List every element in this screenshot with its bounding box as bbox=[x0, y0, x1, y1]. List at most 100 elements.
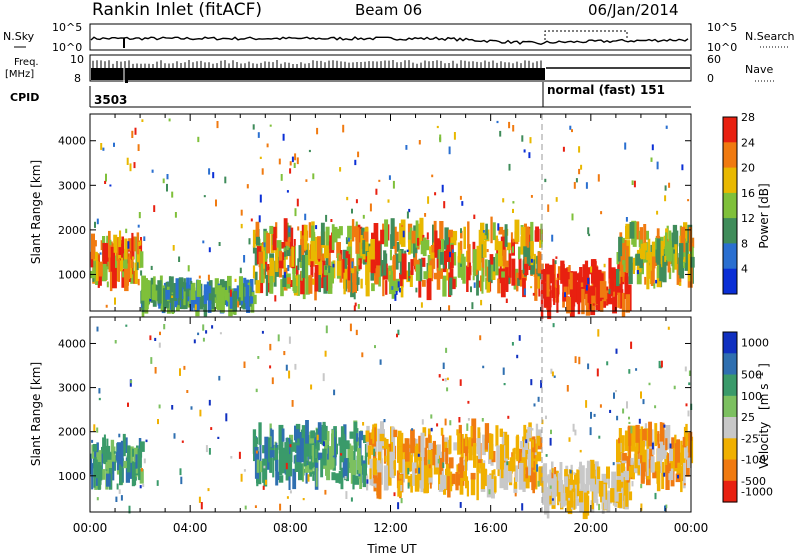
scatter-cell bbox=[651, 442, 654, 450]
scatter-cell bbox=[688, 382, 691, 386]
scatter-cell bbox=[96, 260, 99, 282]
scatter-cell bbox=[392, 180, 395, 189]
scatter-cell bbox=[284, 239, 290, 246]
scatter-cell bbox=[342, 249, 347, 269]
scatter-cell bbox=[385, 267, 391, 280]
scatter-cell bbox=[446, 268, 449, 281]
scatter-cell bbox=[550, 368, 553, 374]
scatter-cell bbox=[275, 445, 279, 471]
scatter-cell bbox=[522, 436, 525, 450]
scatter-cell bbox=[425, 437, 430, 449]
scatter-cell bbox=[386, 447, 390, 472]
scatter-cell bbox=[153, 276, 156, 301]
scatter-cell bbox=[556, 273, 560, 297]
scatter-cell bbox=[388, 175, 391, 180]
scatter-cell bbox=[593, 266, 599, 288]
scatter-cell bbox=[393, 427, 396, 453]
scatter-cell bbox=[393, 492, 396, 497]
scatter-cell bbox=[224, 176, 227, 184]
scatter-cell bbox=[321, 253, 325, 262]
nsearch-tick-top: 10^5 bbox=[707, 21, 737, 34]
scatter-cell bbox=[539, 240, 542, 248]
scatter-cell bbox=[560, 491, 563, 508]
scatter-cell bbox=[497, 223, 500, 231]
scatter-cell bbox=[399, 272, 403, 287]
scatter-cell bbox=[118, 433, 121, 438]
scatter-cell bbox=[430, 252, 435, 259]
freq-tick-bottom: 8 bbox=[74, 72, 81, 85]
colorbar-tick-label: 12 bbox=[741, 212, 755, 225]
scatter-cell bbox=[437, 458, 440, 464]
scatter-cell bbox=[656, 210, 659, 215]
scatter-cell bbox=[402, 459, 407, 473]
scatter-cell bbox=[393, 282, 398, 292]
scatter-cell bbox=[132, 256, 134, 260]
scatter-cell bbox=[480, 463, 485, 490]
scatter-cell bbox=[128, 238, 133, 251]
scatter-cell bbox=[640, 503, 643, 511]
scatter-cell bbox=[502, 198, 505, 203]
scatter-cell bbox=[285, 462, 288, 470]
scatter-cell bbox=[426, 273, 432, 301]
scatter-cell bbox=[136, 262, 139, 271]
scatter-cell bbox=[158, 404, 161, 409]
scatter-cell bbox=[190, 281, 193, 284]
scatter-cell bbox=[98, 388, 101, 394]
y-tick-label: 3000 bbox=[58, 382, 86, 395]
scatter-cell bbox=[575, 498, 580, 506]
scatter-cell bbox=[149, 298, 152, 302]
scatter-cell bbox=[96, 442, 99, 453]
scatter-cell bbox=[611, 267, 616, 278]
scatter-cell bbox=[633, 180, 636, 188]
scatter-cell bbox=[157, 280, 162, 304]
scatter-cell bbox=[616, 464, 621, 477]
scatter-cell bbox=[259, 156, 262, 159]
scatter-cell bbox=[547, 264, 553, 284]
scatter-cell bbox=[114, 297, 116, 305]
scatter-cell bbox=[650, 456, 655, 473]
scatter-cell bbox=[596, 284, 599, 305]
scatter-cell bbox=[349, 431, 354, 439]
scatter-cell bbox=[667, 453, 670, 474]
scatter-cell bbox=[571, 129, 573, 133]
scatter-cell bbox=[648, 421, 652, 447]
scatter-cell bbox=[396, 333, 398, 338]
scatter-cell bbox=[106, 473, 111, 487]
scatter-cell bbox=[265, 275, 269, 296]
scatter-cell bbox=[338, 226, 343, 236]
colorbar-tick-label: 500 bbox=[741, 369, 762, 382]
scatter-cell bbox=[475, 269, 478, 275]
scatter-cell bbox=[279, 447, 283, 475]
scatter-cell bbox=[296, 432, 302, 439]
scatter-cell bbox=[329, 235, 335, 253]
scatter-cell bbox=[105, 173, 107, 182]
scatter-cell bbox=[345, 491, 348, 499]
scatter-cell bbox=[453, 442, 458, 451]
scatter-cell bbox=[558, 480, 564, 503]
scatter-cell bbox=[629, 222, 635, 239]
scatter-cell bbox=[96, 497, 99, 501]
scatter-cell bbox=[593, 413, 596, 417]
scatter-cell bbox=[406, 249, 409, 252]
scatter-cell bbox=[256, 459, 260, 473]
scatter-cell bbox=[590, 266, 593, 273]
scatter-cell bbox=[138, 212, 141, 219]
scatter-cell bbox=[430, 414, 433, 419]
scatter-cell bbox=[442, 378, 445, 381]
scatter-cell bbox=[645, 230, 649, 240]
scatter-cell bbox=[208, 399, 211, 406]
scatter-cell bbox=[91, 233, 95, 260]
scatter-cell bbox=[632, 262, 636, 271]
scatter-cell bbox=[511, 258, 516, 286]
scatter-cell bbox=[317, 422, 322, 443]
scatter-cell bbox=[125, 228, 128, 234]
scatter-cell bbox=[655, 252, 658, 259]
scatter-cell bbox=[591, 481, 594, 510]
scatter-cell bbox=[528, 265, 531, 270]
scatter-cell bbox=[263, 242, 266, 248]
scatter-cell bbox=[393, 254, 396, 281]
time-axis-labels: 00:00 04:00 08:00 12:00 16:00 20:00 00:00 bbox=[73, 521, 709, 535]
scatter-cell bbox=[466, 480, 469, 497]
scatter-cell bbox=[683, 261, 686, 269]
scatter-cell bbox=[482, 365, 485, 369]
